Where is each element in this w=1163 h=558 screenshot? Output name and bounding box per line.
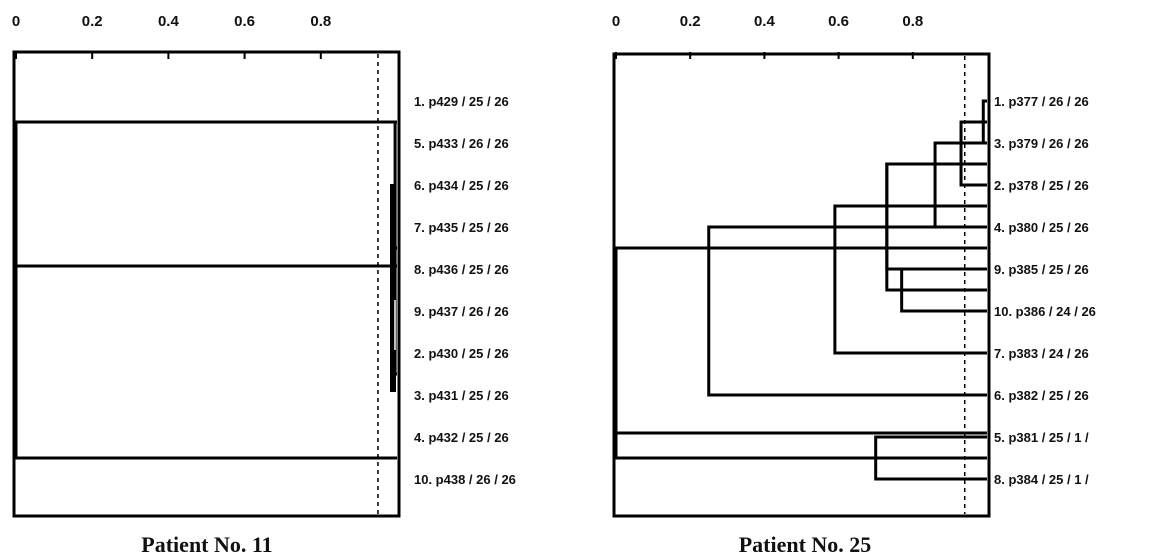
tick-label: 0.8 (310, 13, 331, 30)
leaf-label: 5. p381 / 25 / 1 / (994, 430, 1089, 445)
tick-label: 0 (612, 13, 620, 30)
tick-label: 0.6 (234, 13, 255, 30)
leaf-label: 9. p437 / 26 / 26 (414, 304, 509, 319)
dendrogram-branches (14, 120, 397, 460)
tick-label: 0.2 (82, 13, 103, 30)
leaf-label: 8. p384 / 25 / 1 / (994, 472, 1089, 487)
plot-frame (12, 50, 401, 518)
tick-label: 0.4 (754, 13, 776, 30)
axis-ticks: 0 0.2 0.4 0.6 0.8 (612, 13, 923, 59)
tick-label: 0.2 (680, 13, 701, 30)
panel-caption: Patient No. 11 (141, 532, 272, 557)
branch (14, 120, 397, 460)
axis-ticks: 0 0.2 0.4 0.6 0.8 (12, 13, 331, 59)
tick-label: 0.8 (902, 13, 923, 30)
leaf-label: 4. p380 / 25 / 26 (994, 220, 1089, 235)
leaf-labels: 1. p429 / 25 / 26 5. p433 / 26 / 26 6. p43… (414, 94, 516, 487)
leaf-labels: 1. p377 / 26 / 26 3. p379 / 26 / 26 2. p37… (994, 94, 1096, 487)
leaf-label: 10. p386 / 24 / 26 (994, 304, 1096, 319)
leaf-label: 5. p433 / 26 / 26 (414, 136, 509, 151)
tick-label: 0 (12, 13, 20, 30)
dendrogram-panel-patient-11: 0 0.2 0.4 0.6 0.8 1. p429 / 25 / 26 5. p433 /… (12, 13, 516, 557)
leaf-label: 10. p438 / 26 / 26 (414, 472, 516, 487)
leaf-label: 6. p434 / 25 / 26 (414, 178, 509, 193)
leaf-label: 3. p379 / 26 / 26 (994, 136, 1089, 151)
leaf-label: 7. p383 / 24 / 26 (994, 346, 1089, 361)
branch (885, 162, 987, 271)
leaf-label: 6. p382 / 25 / 26 (994, 388, 1089, 403)
leaf-label: 3. p431 / 25 / 26 (414, 388, 509, 403)
leaf-label: 7. p435 / 25 / 26 (414, 220, 509, 235)
leaf-label: 1. p377 / 26 / 26 (994, 94, 1089, 109)
dendrogram-branches (614, 99, 987, 481)
dendrogram-panel-patient-25: 0 0.2 0.4 0.6 0.8 1. p377 / 26 / 26 3. p379 /… (612, 13, 1096, 557)
branch (959, 120, 987, 187)
leaf-label: 9. p385 / 25 / 26 (994, 262, 1089, 277)
leaf-label: 1. p429 / 25 / 26 (414, 94, 509, 109)
plot-frame (612, 52, 991, 518)
leaf-label: 2. p430 / 25 / 26 (414, 346, 509, 361)
panel-caption: Patient No. 25 (739, 532, 872, 557)
tick-label: 0.4 (158, 13, 180, 30)
leaf-label: 8. p436 / 25 / 26 (414, 262, 509, 277)
tick-label: 0.6 (828, 13, 849, 30)
leaf-label: 4. p432 / 25 / 26 (414, 430, 509, 445)
branch (614, 246, 987, 460)
branch (707, 225, 987, 397)
branch (833, 204, 987, 355)
leaf-label: 2. p378 / 25 / 26 (994, 178, 1089, 193)
